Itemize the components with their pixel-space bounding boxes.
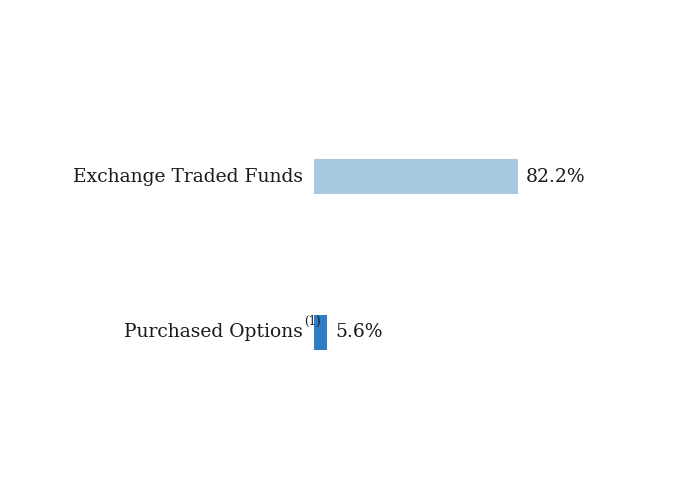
- Text: Purchased Options: Purchased Options: [124, 323, 303, 341]
- Text: 5.6%: 5.6%: [335, 323, 383, 341]
- Bar: [313, 314, 327, 350]
- Text: Exchange Traded Funds: Exchange Traded Funds: [73, 168, 303, 186]
- Bar: [313, 159, 518, 195]
- Text: 82.2%: 82.2%: [525, 168, 585, 186]
- Text: (1): (1): [304, 315, 320, 328]
